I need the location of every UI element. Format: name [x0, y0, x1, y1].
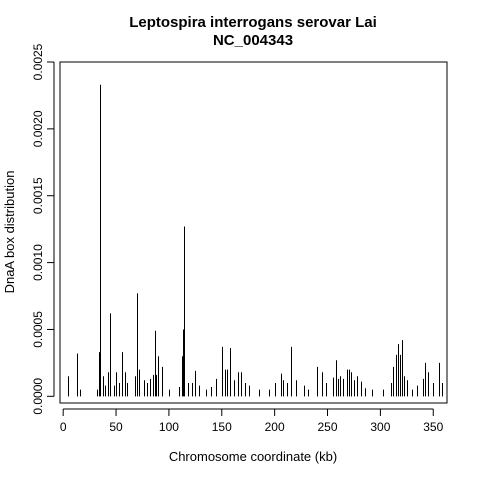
- x-tick-label: 300: [370, 420, 390, 434]
- x-tick-label: 100: [159, 420, 179, 434]
- chart-title: Leptospira interrogans serovar Lai: [129, 14, 377, 31]
- y-tick-label: 0.0025: [31, 43, 45, 80]
- y-tick-label: 0.0000: [31, 378, 45, 415]
- x-tick-label: 350: [423, 420, 443, 434]
- y-axis-label: DnaA box distribution: [2, 171, 17, 294]
- y-tick-label: 0.0015: [31, 177, 45, 214]
- x-tick-label: 200: [265, 420, 285, 434]
- y-axis: 0.0000 0.0005 0.0010 0.0015 0.0020 0.0025: [31, 43, 55, 415]
- bars-group: [68, 84, 443, 397]
- plot-frame: [59, 61, 448, 404]
- x-tick-label: 250: [318, 420, 338, 434]
- x-tick-label: 50: [109, 420, 123, 434]
- x-axis: 0 50 100 150 200 250 300 350: [60, 408, 444, 434]
- x-tick-label: 0: [60, 420, 67, 434]
- x-axis-label: Chromosome coordinate (kb): [169, 449, 337, 464]
- x-tick-label: 150: [212, 420, 232, 434]
- y-tick-label: 0.0010: [31, 244, 45, 281]
- y-tick-label: 0.0020: [31, 110, 45, 147]
- chart-subtitle: NC_004343: [213, 32, 293, 49]
- y-tick-label: 0.0005: [31, 311, 45, 348]
